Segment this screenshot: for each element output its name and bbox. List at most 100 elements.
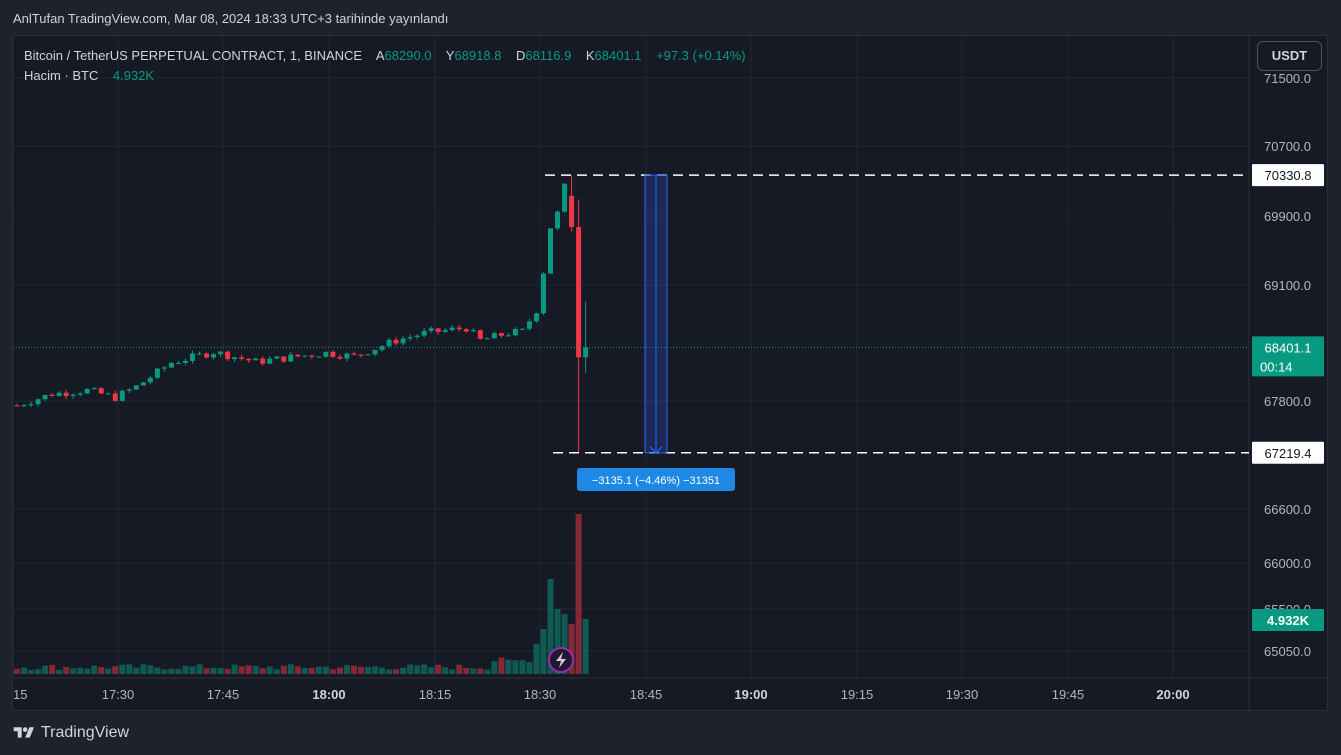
volume-bar [540, 629, 547, 674]
volume-bar [308, 667, 315, 674]
volume-bar [505, 659, 512, 674]
volume-bar [365, 666, 371, 674]
volume-bar [196, 664, 203, 674]
volume-bar [568, 624, 575, 674]
measure-label-box [577, 468, 735, 491]
tradingview-logo[interactable]: TradingView [13, 724, 129, 742]
measure-bottom-price-box [1252, 441, 1324, 464]
candle-body [576, 227, 582, 358]
candle-body [555, 211, 561, 229]
volume-bar [280, 665, 287, 674]
open-value: 68290.0 [384, 48, 432, 63]
volume-bar [498, 657, 505, 674]
volume-bar [91, 665, 98, 674]
volume-bar [84, 668, 91, 674]
volume-bar [470, 668, 477, 674]
candle-body [232, 357, 238, 360]
candle-body [491, 333, 497, 339]
volume-bar [14, 668, 20, 674]
symbol-name[interactable]: Bitcoin / TetherUS PERPETUAL CONTRACT, 1… [24, 48, 363, 63]
candle-body [140, 382, 146, 386]
candle-body [260, 358, 266, 364]
volume-bar [414, 665, 421, 674]
volume-bar [547, 579, 554, 674]
volume-bar [56, 669, 63, 674]
candle-body [154, 368, 160, 378]
candle-body [456, 327, 462, 330]
measure-label: −3135.1 (−4.46%) −31351 [592, 475, 720, 487]
tradingview-logo-icon [13, 727, 34, 738]
volume-bar [393, 669, 400, 674]
volume-bar [266, 666, 273, 674]
candle-body [56, 392, 62, 396]
time-tick-label: 19:30 [946, 687, 979, 702]
candle-body [309, 355, 315, 357]
candle-body [372, 349, 378, 355]
candle-body [105, 393, 111, 395]
chart-pane[interactable]: 71500.0 70700.0 69900.0 69100.0 67800.0 66600… [12, 35, 1328, 711]
candle-body [35, 399, 41, 405]
candle-body [365, 354, 371, 356]
candle-body [42, 394, 48, 400]
price-chart[interactable]: 71500.0 70700.0 69900.0 69100.0 67800.0 66600… [13, 36, 1328, 711]
candle-body [63, 392, 69, 397]
candle-body [204, 353, 210, 358]
volume-label[interactable]: Hacim · BTC [24, 68, 99, 83]
candle-body [526, 321, 532, 329]
candle-body [239, 357, 245, 359]
candle-body [218, 351, 224, 355]
lightning-bolt-icon [556, 652, 566, 668]
measure-bottom-price: 67219.4 [1265, 446, 1312, 461]
candle-body [253, 358, 259, 361]
price-tick-label: 69900.0 [1264, 209, 1311, 224]
volume-bar [133, 667, 140, 674]
time-tick-label: 19:45 [1052, 687, 1085, 702]
candle-body [337, 356, 343, 359]
volume-bar [477, 668, 484, 674]
candle-body [435, 328, 441, 332]
volume-bar [456, 664, 463, 674]
open-label: A [375, 48, 385, 63]
candle-body [302, 355, 308, 357]
candle-body [421, 330, 427, 336]
candle-body [49, 394, 55, 396]
candle-body [70, 394, 76, 397]
volume-bar [322, 666, 329, 674]
volume-bar [315, 666, 322, 674]
candle-body [161, 367, 167, 369]
volume-bar [561, 614, 568, 674]
measure-arrow-icon [649, 446, 663, 454]
time-tick-label: 19:15 [841, 687, 874, 702]
candle-body [344, 353, 350, 359]
volume-bar [231, 664, 238, 674]
volume-bar [49, 664, 56, 674]
volume-bar [379, 667, 386, 674]
candle-body [175, 362, 181, 364]
bar-countdown: 00:14 [1260, 359, 1293, 374]
candle-body [225, 351, 231, 360]
volume-bar [329, 669, 336, 674]
volume-bar [189, 666, 196, 674]
volume-bar [217, 668, 224, 674]
candle-body [562, 183, 568, 212]
last-price-value: 68401.1 [1265, 340, 1312, 355]
candle-body [379, 346, 385, 350]
brand-name: TradingView [41, 724, 130, 741]
candle-body [386, 339, 392, 347]
volume-bar [273, 669, 280, 674]
high-label: Y [445, 48, 455, 63]
candle-body [21, 405, 27, 407]
time-tick-label: 18:00 [312, 687, 345, 702]
candle-body [77, 393, 83, 395]
volume-bar [63, 666, 70, 674]
candle-body [541, 273, 546, 314]
volume-bar [357, 666, 364, 674]
candle-body [28, 404, 34, 406]
time-tick-label: 17:45 [207, 687, 240, 702]
volume-bar [21, 667, 28, 674]
currency-button[interactable]: USDT [1257, 41, 1322, 71]
volume-bar [112, 666, 119, 674]
candle-body [267, 358, 273, 364]
high-value: 68918.8 [454, 48, 502, 63]
candle-body [14, 405, 20, 407]
